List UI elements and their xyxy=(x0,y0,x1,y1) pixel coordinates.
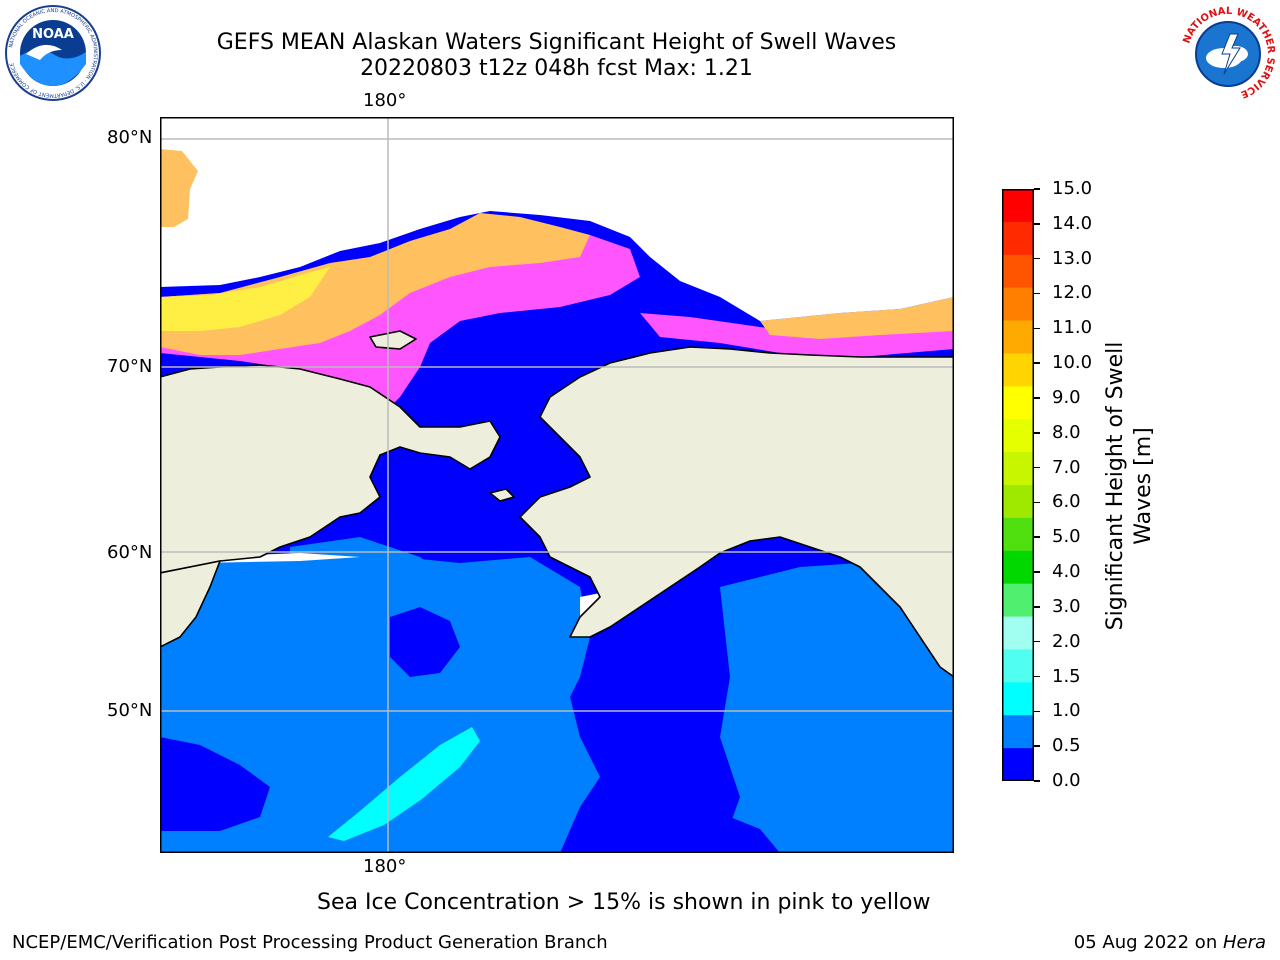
footer-left: NCEP/EMC/Verification Post Processing Pr… xyxy=(12,932,608,953)
colorbar-tick-mark xyxy=(1034,571,1040,573)
sea-ice-yellow-west xyxy=(160,267,330,331)
colorbar-label: Significant Height of Swell Waves [m] xyxy=(1102,342,1158,631)
colorbar-tick-mark xyxy=(1034,536,1040,538)
colorbar-tick-mark xyxy=(1034,606,1040,608)
colorbar-swatch xyxy=(1002,419,1034,453)
land xyxy=(160,330,954,678)
colorbar-swatch xyxy=(1002,221,1034,256)
colorbar-swatches xyxy=(1002,189,1034,781)
colorbar-tick-label: 2.0 xyxy=(1052,630,1081,652)
swell-patch-west xyxy=(160,737,270,831)
sea-ice-pink xyxy=(160,229,640,427)
colorbar-tick-label: 4.0 xyxy=(1052,561,1081,583)
colorbar-tick-label: 11.0 xyxy=(1052,317,1093,339)
colorbar-tick-mark xyxy=(1034,432,1040,434)
colorbar-tick-label: 5.0 xyxy=(1052,526,1081,548)
no-data-arctic xyxy=(160,117,954,321)
lat-label-50: 50°N xyxy=(107,700,153,721)
colorbar-tick-mark xyxy=(1034,257,1040,260)
colorbar-swatch xyxy=(1002,550,1034,585)
colorbar-swatch xyxy=(1002,583,1034,618)
colorbar-swatch xyxy=(1002,452,1034,486)
no-data-ice-west xyxy=(160,149,198,227)
colorbar-swatch xyxy=(1002,353,1034,387)
footer-host: Hera xyxy=(1222,932,1266,953)
map-panel xyxy=(160,117,954,853)
footer-date: 05 Aug 2022 on xyxy=(1073,932,1223,953)
lat-label-80: 80°N xyxy=(107,127,153,148)
colorbar-tick-mark xyxy=(1034,675,1040,678)
colorbar-tick-mark xyxy=(1034,501,1040,504)
colorbar-swatch xyxy=(1002,748,1034,781)
colorbar-tick-mark xyxy=(1034,780,1040,782)
footer-right: 05 Aug 2022 on Hera xyxy=(1074,932,1266,953)
land-alaska xyxy=(519,346,954,678)
colorbar-tick-label: 3.0 xyxy=(1052,595,1081,617)
colorbar-tick-mark xyxy=(1034,292,1040,295)
sea-ice-caption: Sea Ice Concentration > 15% is shown in … xyxy=(317,890,931,915)
lat-label-60: 60°N xyxy=(107,542,153,563)
colorbar-tick-label: 8.0 xyxy=(1052,421,1081,443)
sea-ice-east-orange xyxy=(760,297,954,339)
colorbar-swatch xyxy=(1002,386,1034,420)
sea-ice-orange xyxy=(160,213,590,355)
colorbar-swatch xyxy=(1002,715,1034,749)
swell-band-0.5-1.0-east xyxy=(720,553,954,853)
colorbar-swatch xyxy=(1002,320,1034,354)
colorbar-tick-mark xyxy=(1034,640,1040,643)
noaa-logo-text: NOAA xyxy=(32,27,74,42)
colorbar-tick-mark xyxy=(1034,466,1040,469)
colorbar-swatch xyxy=(1002,287,1034,322)
colorbar-tick-label: 15.0 xyxy=(1052,178,1093,199)
map-frame xyxy=(160,117,954,853)
colorbar-tick-label: 1.0 xyxy=(1052,700,1081,722)
lon-label-top: 180° xyxy=(363,90,407,111)
colorbar xyxy=(1002,189,1034,781)
colorbar-tick-label: 14.0 xyxy=(1052,212,1093,234)
colorbar-tick-mark xyxy=(1034,188,1040,190)
chart-subtitle: 20220803 t12z 048h fcst Max: 1.21 xyxy=(360,56,753,81)
colorbar-swatch xyxy=(1002,485,1034,519)
colorbar-tick-mark xyxy=(1034,362,1040,364)
lat-label-70: 70°N xyxy=(107,356,153,377)
colorbar-swatch xyxy=(1002,189,1034,223)
colorbar-tick-mark xyxy=(1034,397,1040,399)
graticule xyxy=(160,117,954,853)
colorbar-label-line1: Significant Height of Swell xyxy=(1103,341,1128,631)
swell-patch-south xyxy=(600,813,780,853)
colorbar-swatch xyxy=(1002,616,1034,650)
lon-label-bottom: 180° xyxy=(363,856,407,877)
chart-title: GEFS MEAN Alaskan Waters Significant Hei… xyxy=(216,30,897,55)
colorbar-tick-label: 7.0 xyxy=(1052,456,1081,478)
colorbar-swatch xyxy=(1002,517,1034,552)
colorbar-tick-label: 12.0 xyxy=(1052,282,1093,304)
colorbar-tick-label: 6.0 xyxy=(1052,491,1081,513)
land-kamchatka xyxy=(160,560,221,648)
land-siberia xyxy=(160,364,501,574)
colorbar-tick-label: 9.0 xyxy=(1052,386,1081,408)
colorbar-tick-label: 1.5 xyxy=(1052,665,1081,687)
colorbar-swatch xyxy=(1002,649,1034,683)
colorbar-frame xyxy=(1002,189,1034,781)
land-chukotka-tip xyxy=(369,330,417,350)
swell-patch-center xyxy=(390,607,460,677)
colorbar-label-line2: Waves [m] xyxy=(1131,427,1156,545)
colorbar-tick-label: 10.0 xyxy=(1052,352,1093,374)
colorbar-swatch xyxy=(1002,254,1034,289)
colorbar-tick-mark xyxy=(1034,223,1040,225)
colorbar-tick-mark xyxy=(1034,710,1040,713)
colorbar-tick-label: 0.0 xyxy=(1052,770,1081,791)
colorbar-tick-label: 0.5 xyxy=(1052,735,1081,757)
swell-band-1.0-1.5 xyxy=(328,727,480,841)
land-st-lawrence xyxy=(489,488,515,502)
noaa-logo: NOAA NATIONAL OCEANIC AND ATMOSPHERIC AD… xyxy=(4,4,102,102)
colorbar-swatch xyxy=(1002,682,1034,716)
colorbar-tick-mark xyxy=(1034,745,1040,747)
colorbar-tick-label: 13.0 xyxy=(1052,247,1093,269)
nws-logo: NATIONAL WEATHER SERVICE xyxy=(1178,4,1278,104)
colorbar-tick-mark xyxy=(1034,327,1040,330)
